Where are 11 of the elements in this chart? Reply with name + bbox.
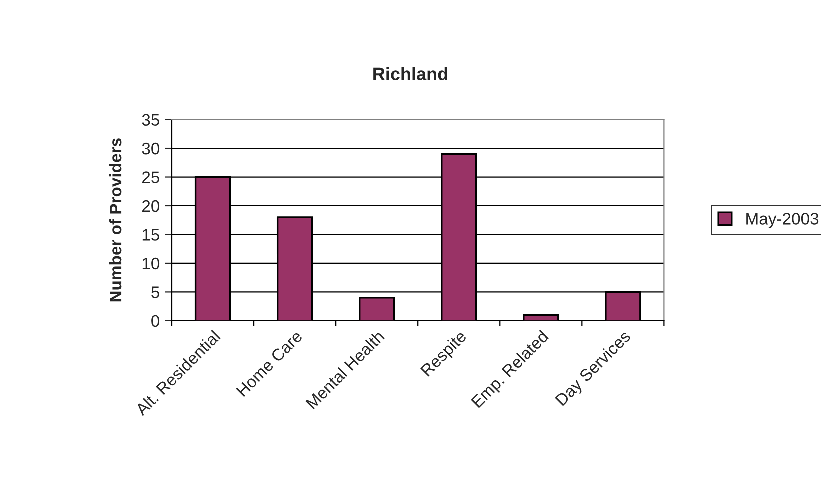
legend-label: May-2003 [746,213,819,228]
y-tick-label: 35 [142,114,160,126]
y-tick-label: 5 [152,286,160,298]
y-tick-label: 10 [142,258,160,270]
y-tick-label: 25 [142,172,160,184]
y-tick-label: 0 [152,315,160,328]
y-tick-label: 15 [142,229,160,241]
chart-title: Richland [374,67,448,81]
y-tick-label: 20 [142,200,160,212]
y-axis-title: Number of Providers [109,138,122,302]
y-tick-label: 30 [142,142,160,155]
